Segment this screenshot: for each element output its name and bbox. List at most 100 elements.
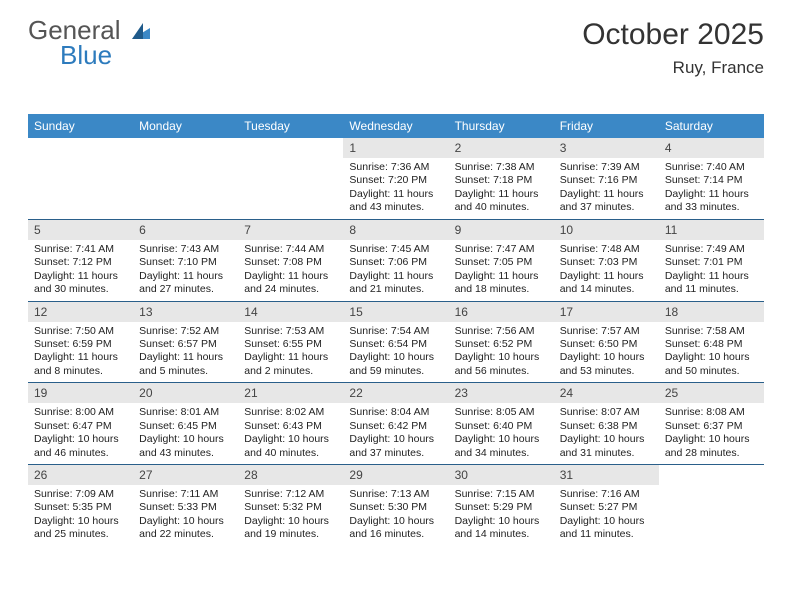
- day-cell: 12Sunrise: 7:50 AMSunset: 6:59 PMDayligh…: [28, 302, 133, 383]
- day-number: 24: [554, 383, 659, 403]
- sunrise-text: Sunrise: 7:56 AM: [455, 325, 548, 338]
- sunset-text: Sunset: 6:48 PM: [665, 338, 758, 351]
- calendar-grid: SundayMondayTuesdayWednesdayThursdayFrid…: [28, 114, 764, 546]
- day-info: Sunrise: 7:44 AMSunset: 7:08 PMDaylight:…: [238, 240, 343, 297]
- sunset-text: Sunset: 5:30 PM: [349, 501, 442, 514]
- day-info: Sunrise: 7:48 AMSunset: 7:03 PMDaylight:…: [554, 240, 659, 297]
- day-number: 9: [449, 220, 554, 240]
- logo-block: General Blue: [28, 18, 150, 67]
- dow-cell: Saturday: [659, 114, 764, 138]
- sunrise-text: Sunrise: 7:15 AM: [455, 488, 548, 501]
- daylight-text: Daylight: 10 hours and 40 minutes.: [244, 433, 337, 460]
- daylight-text: Daylight: 10 hours and 31 minutes.: [560, 433, 653, 460]
- sunrise-text: Sunrise: 7:39 AM: [560, 161, 653, 174]
- calendar-page: General October 2025 Ruy, France General: [0, 0, 792, 612]
- sunset-text: Sunset: 6:47 PM: [34, 420, 127, 433]
- sunset-text: Sunset: 5:35 PM: [34, 501, 127, 514]
- sunset-text: Sunset: 7:16 PM: [560, 174, 653, 187]
- day-number: 18: [659, 302, 764, 322]
- day-cell: 27Sunrise: 7:11 AMSunset: 5:33 PMDayligh…: [133, 465, 238, 546]
- sunset-text: Sunset: 7:18 PM: [455, 174, 548, 187]
- daylight-text: Daylight: 10 hours and 34 minutes.: [455, 433, 548, 460]
- day-number: 20: [133, 383, 238, 403]
- sunset-text: Sunset: 6:38 PM: [560, 420, 653, 433]
- day-info: Sunrise: 8:04 AMSunset: 6:42 PMDaylight:…: [343, 403, 448, 460]
- sunset-text: Sunset: 5:32 PM: [244, 501, 337, 514]
- day-cell: 26Sunrise: 7:09 AMSunset: 5:35 PMDayligh…: [28, 465, 133, 546]
- day-number: 1: [343, 138, 448, 158]
- daylight-text: Daylight: 10 hours and 25 minutes.: [34, 515, 127, 542]
- daylight-text: Daylight: 11 hours and 5 minutes.: [139, 351, 232, 378]
- daylight-text: Daylight: 10 hours and 59 minutes.: [349, 351, 442, 378]
- day-number: 16: [449, 302, 554, 322]
- day-number: 3: [554, 138, 659, 158]
- day-cell: 22Sunrise: 8:04 AMSunset: 6:42 PMDayligh…: [343, 383, 448, 464]
- day-cell: 3Sunrise: 7:39 AMSunset: 7:16 PMDaylight…: [554, 138, 659, 219]
- sunset-text: Sunset: 6:57 PM: [139, 338, 232, 351]
- day-info: Sunrise: 8:02 AMSunset: 6:43 PMDaylight:…: [238, 403, 343, 460]
- sunset-text: Sunset: 6:42 PM: [349, 420, 442, 433]
- week-row: 26Sunrise: 7:09 AMSunset: 5:35 PMDayligh…: [28, 465, 764, 546]
- day-cell: 21Sunrise: 8:02 AMSunset: 6:43 PMDayligh…: [238, 383, 343, 464]
- sunset-text: Sunset: 5:29 PM: [455, 501, 548, 514]
- day-info: Sunrise: 7:36 AMSunset: 7:20 PMDaylight:…: [343, 158, 448, 215]
- day-number: 13: [133, 302, 238, 322]
- day-info: [238, 144, 343, 147]
- day-info: [28, 144, 133, 147]
- sunset-text: Sunset: 6:50 PM: [560, 338, 653, 351]
- day-number: 27: [133, 465, 238, 485]
- day-info: Sunrise: 7:13 AMSunset: 5:30 PMDaylight:…: [343, 485, 448, 542]
- day-cell: [28, 138, 133, 219]
- day-number: 15: [343, 302, 448, 322]
- day-cell: 19Sunrise: 8:00 AMSunset: 6:47 PMDayligh…: [28, 383, 133, 464]
- week-row: 19Sunrise: 8:00 AMSunset: 6:47 PMDayligh…: [28, 383, 764, 465]
- day-cell: 5Sunrise: 7:41 AMSunset: 7:12 PMDaylight…: [28, 220, 133, 301]
- sunset-text: Sunset: 6:55 PM: [244, 338, 337, 351]
- day-cell: 29Sunrise: 7:13 AMSunset: 5:30 PMDayligh…: [343, 465, 448, 546]
- sunrise-text: Sunrise: 7:40 AM: [665, 161, 758, 174]
- sunrise-text: Sunrise: 7:47 AM: [455, 243, 548, 256]
- day-cell: 8Sunrise: 7:45 AMSunset: 7:06 PMDaylight…: [343, 220, 448, 301]
- day-cell: 15Sunrise: 7:54 AMSunset: 6:54 PMDayligh…: [343, 302, 448, 383]
- day-cell: 30Sunrise: 7:15 AMSunset: 5:29 PMDayligh…: [449, 465, 554, 546]
- day-info: Sunrise: 7:40 AMSunset: 7:14 PMDaylight:…: [659, 158, 764, 215]
- daylight-text: Daylight: 10 hours and 46 minutes.: [34, 433, 127, 460]
- daylight-text: Daylight: 11 hours and 24 minutes.: [244, 270, 337, 297]
- sunset-text: Sunset: 7:08 PM: [244, 256, 337, 269]
- day-number: 28: [238, 465, 343, 485]
- day-info: Sunrise: 7:47 AMSunset: 7:05 PMDaylight:…: [449, 240, 554, 297]
- day-info: Sunrise: 7:09 AMSunset: 5:35 PMDaylight:…: [28, 485, 133, 542]
- sunset-text: Sunset: 6:45 PM: [139, 420, 232, 433]
- day-number: 21: [238, 383, 343, 403]
- day-number: 22: [343, 383, 448, 403]
- sunset-text: Sunset: 6:40 PM: [455, 420, 548, 433]
- day-cell: [133, 138, 238, 219]
- day-info: Sunrise: 7:49 AMSunset: 7:01 PMDaylight:…: [659, 240, 764, 297]
- sunrise-text: Sunrise: 7:57 AM: [560, 325, 653, 338]
- day-number: 12: [28, 302, 133, 322]
- day-info: Sunrise: 7:15 AMSunset: 5:29 PMDaylight:…: [449, 485, 554, 542]
- day-cell: 2Sunrise: 7:38 AMSunset: 7:18 PMDaylight…: [449, 138, 554, 219]
- sunrise-text: Sunrise: 7:13 AM: [349, 488, 442, 501]
- month-title: October 2025: [582, 18, 764, 52]
- week-row: 1Sunrise: 7:36 AMSunset: 7:20 PMDaylight…: [28, 138, 764, 220]
- daylight-text: Daylight: 11 hours and 18 minutes.: [455, 270, 548, 297]
- daylight-text: Daylight: 11 hours and 21 minutes.: [349, 270, 442, 297]
- day-info: Sunrise: 7:41 AMSunset: 7:12 PMDaylight:…: [28, 240, 133, 297]
- day-cell: 13Sunrise: 7:52 AMSunset: 6:57 PMDayligh…: [133, 302, 238, 383]
- sunrise-text: Sunrise: 7:58 AM: [665, 325, 758, 338]
- day-number: 14: [238, 302, 343, 322]
- day-info: Sunrise: 7:45 AMSunset: 7:06 PMDaylight:…: [343, 240, 448, 297]
- day-number: 19: [28, 383, 133, 403]
- day-info: Sunrise: 7:56 AMSunset: 6:52 PMDaylight:…: [449, 322, 554, 379]
- daylight-text: Daylight: 11 hours and 8 minutes.: [34, 351, 127, 378]
- daylight-text: Daylight: 10 hours and 50 minutes.: [665, 351, 758, 378]
- dow-cell: Friday: [554, 114, 659, 138]
- day-number: 7: [238, 220, 343, 240]
- day-info: Sunrise: 7:16 AMSunset: 5:27 PMDaylight:…: [554, 485, 659, 542]
- day-number: 2: [449, 138, 554, 158]
- sunrise-text: Sunrise: 8:04 AM: [349, 406, 442, 419]
- dow-cell: Wednesday: [343, 114, 448, 138]
- daylight-text: Daylight: 11 hours and 43 minutes.: [349, 188, 442, 215]
- day-number: 6: [133, 220, 238, 240]
